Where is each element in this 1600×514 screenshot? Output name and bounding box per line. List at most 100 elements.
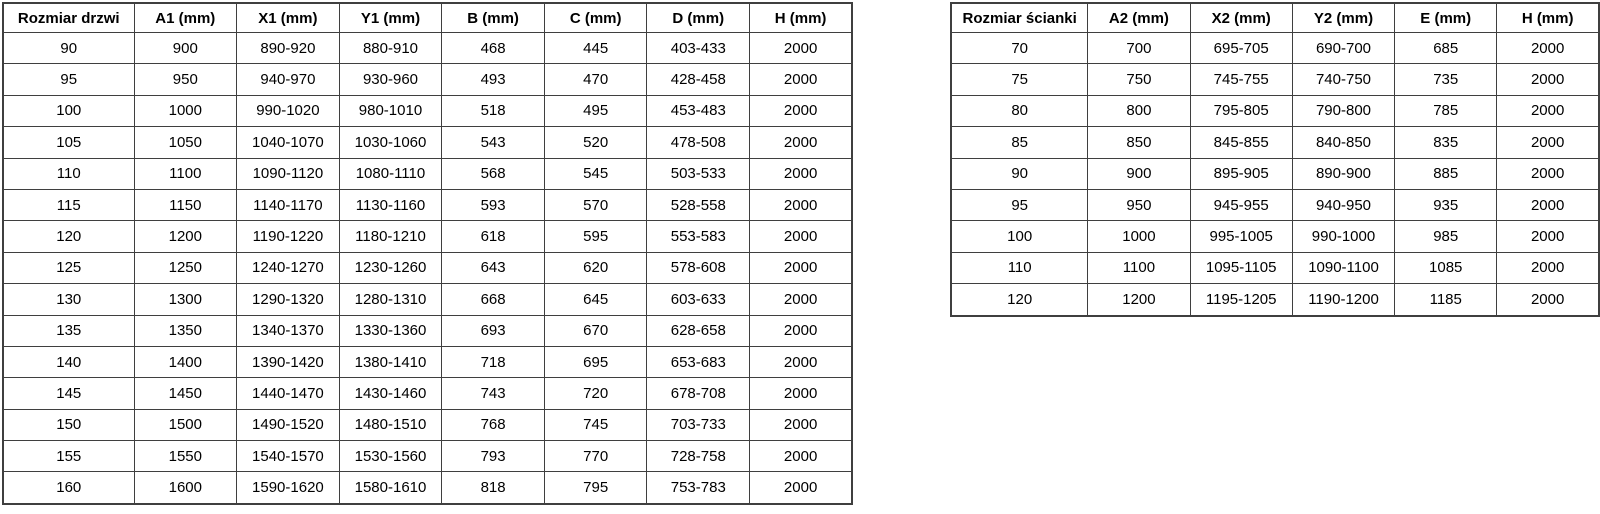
table-cell: 570 [543, 188, 648, 222]
table-cell: 1000 [133, 94, 238, 128]
table-cell: 718 [441, 345, 545, 379]
table-cell: 568 [441, 157, 545, 190]
table-cell: 745 [543, 408, 648, 442]
door-sizes-table: Rozmiar drzwi A1 (mm) X1 (mm) Y1 (mm) B (mm)… [2, 2, 854, 505]
table-cell: 835 [1394, 126, 1498, 159]
table-cell: 115 [2, 188, 135, 222]
table-row: 80 800 795-805 790-800 785 2000 [950, 94, 1600, 128]
table-row: 110 1100 1090-1120 1080-1110 568 545 503-533 20… [2, 157, 853, 190]
table-row: 155 1550 1540-1570 1530-1560 793 770 728-758 20… [2, 440, 853, 473]
table-cell: 885 [1394, 157, 1498, 190]
table-cell: 2000 [749, 188, 853, 222]
table-cell: 520 [543, 126, 648, 159]
table-cell: 945-955 [1189, 188, 1293, 222]
table-cell: 120 [2, 220, 135, 253]
table-cell: 1290-1320 [236, 283, 340, 316]
table-cell: 2000 [1496, 283, 1600, 317]
table-cell: 703-733 [646, 408, 751, 442]
table-row: 110 1100 1095-1105 1090-1100 1085 2000 [950, 251, 1600, 285]
table-row: 75 750 745-755 740-750 735 2000 [950, 63, 1600, 96]
table-cell: 1050 [133, 126, 238, 159]
table-row: 125 1250 1240-1270 1230-1260 643 620 578-608 20… [2, 251, 853, 285]
table-cell: 693 [441, 314, 545, 347]
table-cell: 1450 [133, 377, 238, 410]
table-cell: 130 [2, 283, 135, 316]
column-header: Y1 (mm) [338, 2, 443, 33]
table-cell: 1350 [133, 314, 238, 347]
table-cell: 1100 [133, 157, 238, 190]
table-row: 95 950 940-970 930-960 493 470 428-458 2000 [2, 63, 853, 96]
table-cell: 753-783 [646, 471, 751, 505]
table-cell: 445 [543, 31, 648, 65]
table-cell: 1190-1220 [236, 220, 340, 253]
table-cell: 1440-1470 [236, 377, 340, 410]
table-cell: 653-683 [646, 345, 751, 379]
table-cell: 2000 [749, 251, 853, 285]
table-cell: 750 [1087, 63, 1191, 96]
table-cell: 1030-1060 [338, 126, 443, 159]
table-cell: 1250 [133, 251, 238, 285]
table-cell: 1190-1200 [1291, 283, 1396, 317]
table-cell: 995-1005 [1189, 220, 1293, 253]
table-cell: 2000 [749, 471, 853, 505]
table-cell: 795 [543, 471, 648, 505]
table-cell: 468 [441, 31, 545, 65]
table-cell: 1095-1105 [1189, 251, 1293, 285]
table-cell: 745-755 [1189, 63, 1293, 96]
table-cell: 495 [543, 94, 648, 128]
column-header: E (mm) [1394, 2, 1498, 33]
table-row: 90 900 890-920 880-910 468 445 403-433 2000 [2, 31, 853, 65]
table-cell: 895-905 [1189, 157, 1293, 190]
table-cell: 2000 [749, 283, 853, 316]
table-cell: 453-483 [646, 94, 751, 128]
table-row: 120 1200 1195-1205 1190-1200 1185 2000 [950, 283, 1600, 317]
table-cell: 1150 [133, 188, 238, 222]
table-cell: 840-850 [1291, 126, 1396, 159]
table-cell: 2000 [749, 94, 853, 128]
column-header: A1 (mm) [133, 2, 238, 33]
table-cell: 890-920 [236, 31, 340, 65]
table-cell: 850 [1087, 126, 1191, 159]
table-cell: 1590-1620 [236, 471, 340, 505]
table-cell: 1480-1510 [338, 408, 443, 442]
table-cell: 685 [1394, 31, 1498, 65]
table-cell: 2000 [1496, 220, 1600, 253]
table-cell: 2000 [749, 314, 853, 347]
table-cell: 90 [2, 31, 135, 65]
table-cell: 768 [441, 408, 545, 442]
table-cell: 1130-1160 [338, 188, 443, 222]
table-cell: 1390-1420 [236, 345, 340, 379]
table-cell: 95 [2, 63, 135, 96]
table-cell: 1280-1310 [338, 283, 443, 316]
table-cell: 1080-1110 [338, 157, 443, 190]
table-cell: 1040-1070 [236, 126, 340, 159]
table-cell: 2000 [749, 408, 853, 442]
table-cell: 678-708 [646, 377, 751, 410]
table-cell: 80 [950, 94, 1089, 128]
table-cell: 543 [441, 126, 545, 159]
table-cell: 790-800 [1291, 94, 1396, 128]
column-header: B (mm) [441, 2, 545, 33]
table-cell: 2000 [749, 220, 853, 253]
table-cell: 880-910 [338, 31, 443, 65]
table-cell: 1180-1210 [338, 220, 443, 253]
table-cell: 1140-1170 [236, 188, 340, 222]
column-header: Y2 (mm) [1291, 2, 1396, 33]
table-cell: 155 [2, 440, 135, 473]
table-cell: 2000 [1496, 63, 1600, 96]
column-header: X1 (mm) [236, 2, 340, 33]
table-cell: 2000 [1496, 157, 1600, 190]
table-cell: 2000 [1496, 188, 1600, 222]
table-cell: 735 [1394, 63, 1498, 96]
table-row: 85 850 845-855 840-850 835 2000 [950, 126, 1600, 159]
table-cell: 1185 [1394, 283, 1498, 317]
table-cell: 1195-1205 [1189, 283, 1293, 317]
table-cell: 503-533 [646, 157, 751, 190]
table-cell: 160 [2, 471, 135, 505]
table-cell: 150 [2, 408, 135, 442]
table-cell: 900 [133, 31, 238, 65]
table-cell: 1200 [1087, 283, 1191, 317]
table-cell: 1540-1570 [236, 440, 340, 473]
table-cell: 930-960 [338, 63, 443, 96]
table-cell: 2000 [749, 345, 853, 379]
